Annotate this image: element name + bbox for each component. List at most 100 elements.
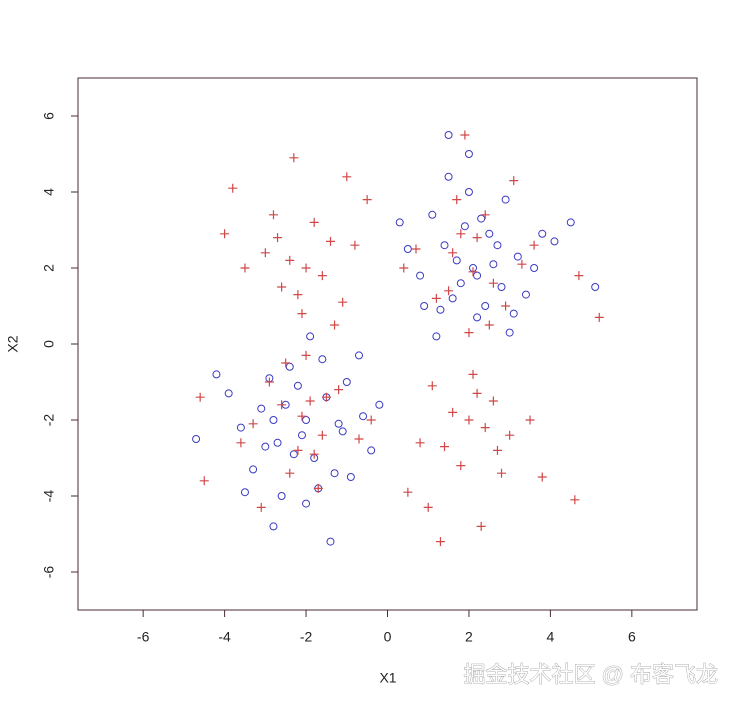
point xyxy=(375,400,384,409)
point xyxy=(297,411,307,421)
point xyxy=(460,222,469,231)
y-tick-label: 4 xyxy=(41,188,57,196)
point xyxy=(472,388,482,398)
point xyxy=(277,492,286,500)
point xyxy=(338,297,348,307)
y-tick-label: -2 xyxy=(41,414,57,427)
point xyxy=(444,286,454,296)
point xyxy=(501,301,511,311)
point xyxy=(313,483,323,493)
point xyxy=(488,278,498,288)
y-tick-label: -4 xyxy=(41,490,57,503)
point xyxy=(468,369,478,379)
x-axis-label: X1 xyxy=(379,670,396,686)
point xyxy=(489,260,498,269)
point xyxy=(309,449,319,459)
point xyxy=(236,438,246,448)
point xyxy=(293,381,302,390)
point xyxy=(302,499,311,508)
point xyxy=(228,183,238,193)
point xyxy=(530,264,539,272)
point xyxy=(432,332,441,341)
point xyxy=(330,469,339,478)
point xyxy=(436,305,445,314)
y-tick-label: 2 xyxy=(41,264,57,272)
point xyxy=(264,377,274,387)
point xyxy=(305,396,315,406)
point xyxy=(317,430,327,440)
point xyxy=(485,229,494,238)
point xyxy=(403,487,413,497)
point xyxy=(273,438,282,447)
point xyxy=(334,385,344,395)
x-tick-label: 4 xyxy=(546,629,554,645)
point xyxy=(289,450,298,459)
point xyxy=(192,435,201,443)
point xyxy=(420,302,429,310)
point xyxy=(521,290,530,299)
point xyxy=(220,229,230,239)
point xyxy=(411,244,421,254)
x-tick-label: 2 xyxy=(465,629,473,645)
point xyxy=(257,404,266,413)
plot-box xyxy=(77,77,698,611)
y-tick-label: 0 xyxy=(41,340,57,348)
point xyxy=(428,210,437,219)
point xyxy=(285,468,295,478)
point xyxy=(456,461,466,471)
point xyxy=(195,392,205,402)
point xyxy=(435,537,445,547)
point xyxy=(505,328,514,337)
point xyxy=(444,172,453,181)
point xyxy=(260,248,270,258)
watermark: 掘金技术社区 @ 布客飞龙 xyxy=(463,662,718,687)
point xyxy=(236,423,245,432)
point xyxy=(248,419,258,429)
point xyxy=(448,407,458,417)
x-tick-label: -4 xyxy=(218,629,231,645)
point xyxy=(460,130,470,140)
point xyxy=(416,271,425,280)
point xyxy=(537,472,547,482)
point xyxy=(269,522,278,531)
point xyxy=(293,445,303,455)
point xyxy=(497,283,506,291)
point xyxy=(367,446,376,455)
point xyxy=(309,217,319,227)
point xyxy=(448,248,458,258)
x-tick-label: 6 xyxy=(628,629,636,645)
point xyxy=(594,312,604,322)
point xyxy=(472,233,482,243)
point xyxy=(326,537,335,546)
point xyxy=(529,240,539,250)
point xyxy=(481,302,490,310)
point xyxy=(456,279,465,288)
point xyxy=(240,263,250,273)
point xyxy=(452,195,462,205)
point xyxy=(293,290,303,300)
point xyxy=(281,358,291,368)
point xyxy=(224,389,233,398)
point xyxy=(342,172,352,182)
point xyxy=(591,283,600,291)
point xyxy=(440,241,449,250)
point xyxy=(464,328,474,338)
point xyxy=(338,427,347,436)
point xyxy=(550,237,559,246)
point xyxy=(350,240,360,250)
point xyxy=(509,176,519,186)
point xyxy=(289,153,299,163)
point xyxy=(570,495,580,505)
point xyxy=(285,255,295,265)
point xyxy=(427,381,437,391)
point xyxy=(325,236,335,246)
point xyxy=(277,400,287,410)
point xyxy=(297,309,307,319)
y-axis-label: X2 xyxy=(5,335,21,352)
point xyxy=(395,218,404,227)
point xyxy=(334,419,343,428)
point xyxy=(330,320,340,330)
point xyxy=(517,259,527,269)
point xyxy=(480,423,490,433)
